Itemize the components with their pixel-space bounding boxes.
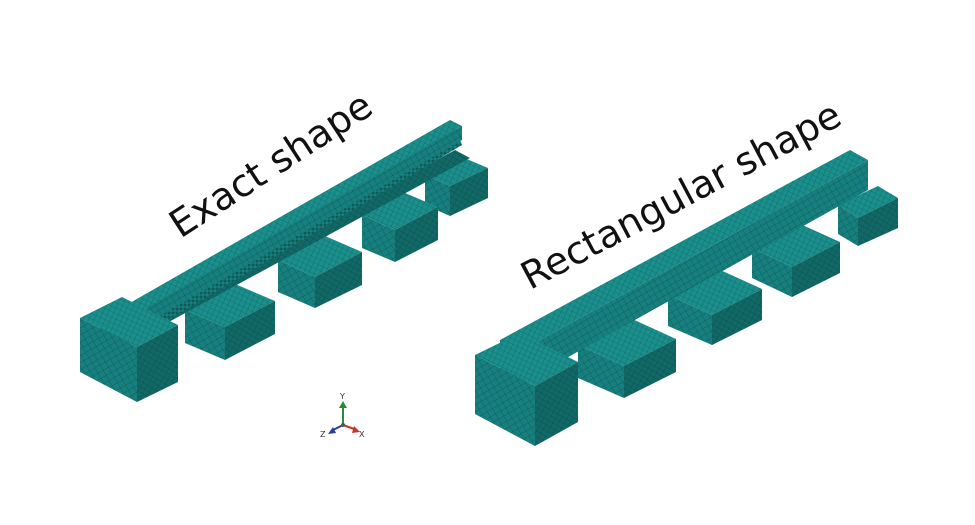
sleeper-block [185,284,275,360]
rail-exact-profile [95,120,470,354]
sleeper-block [80,297,178,402]
sleeper-block [278,236,362,308]
exact-shape-model [80,120,488,402]
sleeper-block [362,193,438,262]
z-axis-label: Z [320,430,326,439]
y-axis-label: Y [339,392,345,401]
x-axis-label: X [359,430,365,439]
rectangular-shape-model [475,150,898,446]
sleeper-block [578,318,676,398]
y-axis-arrow-icon [339,401,347,408]
z-axis-arrow-icon [328,427,336,434]
sleeper-block [838,186,898,246]
sleeper-block [668,269,762,345]
x-axis-arrow-icon [352,426,360,433]
axis-triad: Y Z X [320,392,365,439]
sleeper-block [752,224,840,297]
sleeper-block [475,333,578,446]
